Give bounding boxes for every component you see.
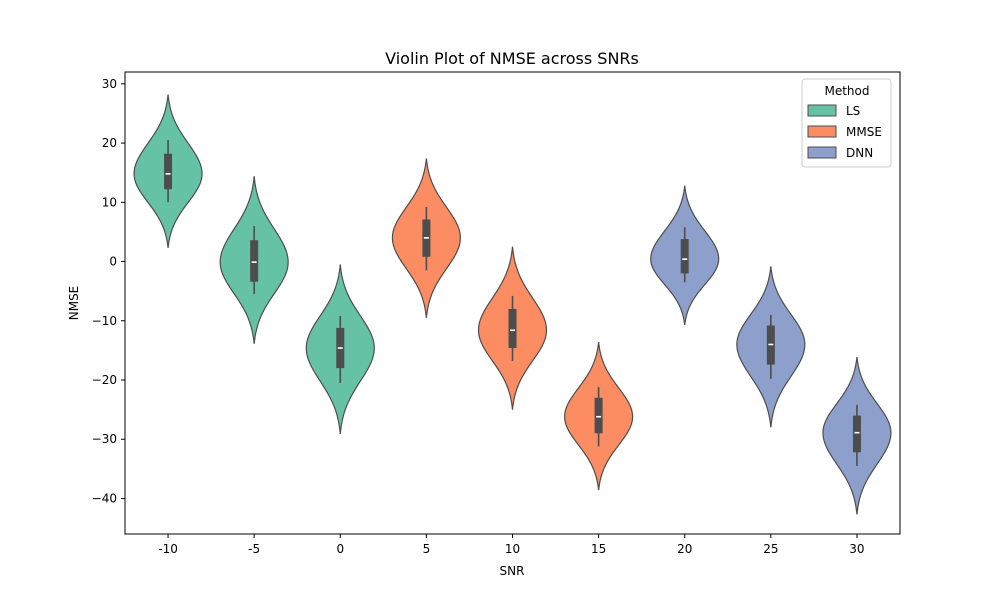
legend-entry-label: MMSE: [846, 125, 882, 139]
legend-swatch: [807, 104, 837, 117]
y-tick-label: 30: [102, 77, 117, 91]
y-tick-label: −20: [92, 373, 117, 387]
x-tick-label: 0: [336, 542, 344, 556]
legend-title: Method: [824, 84, 869, 98]
violin-iqr-box: [680, 239, 689, 274]
legend-frame: [801, 78, 892, 168]
y-tick-label: −30: [92, 432, 117, 446]
chart-title: Violin Plot of NMSE across SNRs: [385, 49, 639, 68]
legend-swatch: [807, 125, 837, 138]
legend-entry-label: DNN: [846, 146, 873, 160]
violins-group: [133, 94, 892, 515]
x-tick-label: 30: [849, 542, 864, 556]
y-tick-label: −10: [92, 314, 117, 328]
violin-iqr-box: [164, 153, 173, 190]
x-tick-label: 10: [505, 542, 520, 556]
violin-iqr-box: [508, 308, 517, 349]
x-tick-label: 25: [763, 542, 778, 556]
y-tick-label: −40: [92, 491, 117, 505]
x-tick-label: -10: [158, 542, 178, 556]
x-axis-label: SNR: [500, 564, 525, 578]
legend-entry-label: LS: [846, 104, 860, 118]
y-tick-label: 10: [102, 195, 117, 209]
violin-iqr-box: [594, 397, 603, 434]
x-axis: -10 -5 0 5 10 15 20 25 30: [158, 534, 865, 556]
y-axis-label: NMSE: [67, 286, 81, 321]
x-tick-label: 20: [677, 542, 692, 556]
y-axis: 30 20 10 0 −10 −20 −30 −40: [92, 77, 125, 505]
legend-swatch: [807, 146, 837, 159]
legend: Method LS MMSE DNN: [801, 78, 892, 168]
x-tick-label: 5: [423, 542, 431, 556]
violin-iqr-box: [250, 240, 259, 282]
y-tick-label: 0: [109, 255, 117, 269]
x-tick-label: 15: [591, 542, 606, 556]
y-tick-label: 20: [102, 136, 117, 150]
violin-iqr-box: [852, 415, 861, 453]
x-tick-label: -5: [248, 542, 260, 556]
